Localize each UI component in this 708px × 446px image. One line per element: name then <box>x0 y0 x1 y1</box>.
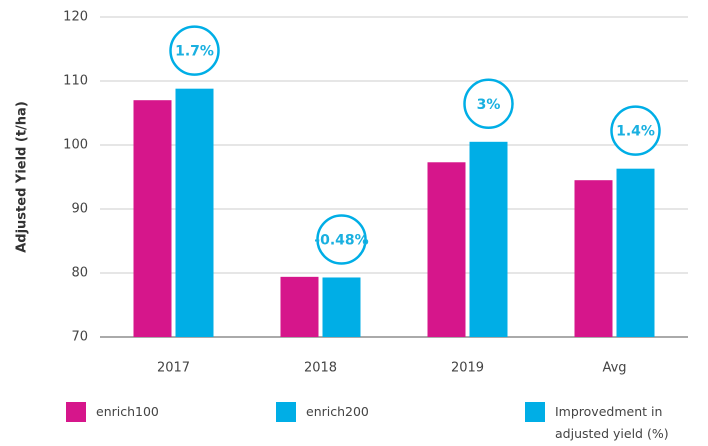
x-tick-label: Avg <box>602 361 626 376</box>
x-tick-label: 2018 <box>304 361 337 376</box>
x-tick-label: 2019 <box>451 361 484 376</box>
legend-label: enrich200 <box>306 404 369 419</box>
y-tick-label: 120 <box>63 10 88 25</box>
bar <box>280 276 319 337</box>
bar <box>616 168 655 337</box>
annotation-circle <box>169 25 220 76</box>
annotation-label: 3% <box>477 97 501 113</box>
annotation-label: -0.48% <box>314 232 368 248</box>
legend-swatch <box>276 402 296 422</box>
annotation-circle <box>316 214 367 265</box>
bar <box>427 162 466 337</box>
legend-swatch <box>525 402 545 422</box>
bar <box>175 88 214 338</box>
y-tick-label: 70 <box>71 330 88 345</box>
chart: Adjusted Yield (t/ha) 70 80 90 100 110 120 201… <box>15 10 688 376</box>
y-axis-label: Adjusted Yield (t/ha) <box>15 101 30 253</box>
x-tick-label: 2017 <box>157 361 190 376</box>
bar <box>133 100 172 337</box>
bar <box>469 141 508 337</box>
y-tick-label: 100 <box>63 138 88 153</box>
y-tick-label: 110 <box>63 74 88 89</box>
annotation-label: 1.7% <box>175 44 214 60</box>
annotation-circle <box>463 78 514 130</box>
legend-swatch <box>66 402 86 422</box>
annotation-label: 1.4% <box>616 124 655 140</box>
legend-label: enrich100 <box>96 404 159 419</box>
y-tick-label: 90 <box>71 202 88 217</box>
y-tick-label: 80 <box>71 266 88 281</box>
annotation-circle <box>610 105 661 156</box>
legend-label: Improvedment in adjusted yield (%) <box>555 404 669 441</box>
bar <box>322 277 361 337</box>
bar <box>574 180 613 337</box>
